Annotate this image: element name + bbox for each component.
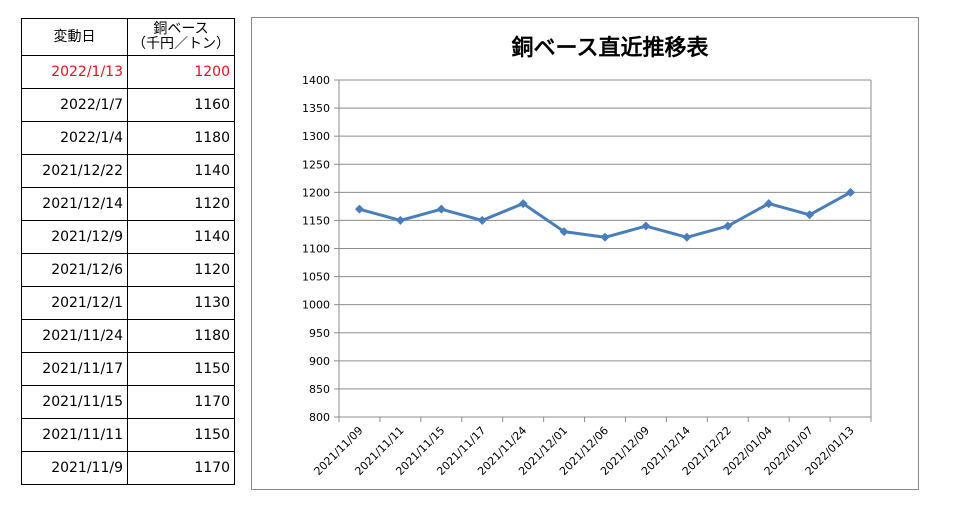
table-row: 2022/1/7 1160 xyxy=(21,88,235,122)
table-row: 2022/1/13 1200 xyxy=(21,55,235,89)
table-row: 2021/12/6 1120 xyxy=(21,253,235,287)
header-price: 銅ベース （千円／トン） xyxy=(127,18,235,56)
series-line xyxy=(359,191,852,239)
table-row: 2021/11/24 1180 xyxy=(21,319,235,353)
row-price: 1120 xyxy=(127,253,235,287)
data-point-marker xyxy=(477,215,487,225)
row-date: 2022/1/13 xyxy=(21,55,128,89)
data-point-marker xyxy=(559,227,569,237)
table-row: 2021/12/14 1120 xyxy=(21,187,235,221)
header-date: 変動日 xyxy=(21,18,128,56)
copper-price-table: 変動日 銅ベース （千円／トン） 2022/1/13 1200 2022/1/7 11… xyxy=(21,18,235,485)
data-point-marker xyxy=(436,204,446,214)
y-tick-label: 1250 xyxy=(302,158,330,171)
y-tick-label: 1350 xyxy=(302,102,330,115)
table-row: 2021/11/15 1170 xyxy=(21,385,235,419)
table-row: 2021/11/17 1150 xyxy=(21,352,235,386)
y-tick-label: 1050 xyxy=(302,271,330,284)
data-point-marker xyxy=(600,232,610,242)
table-header-row: 変動日 銅ベース （千円／トン） xyxy=(21,18,235,56)
y-tick-label: 800 xyxy=(309,411,330,424)
y-tick-label: 950 xyxy=(309,327,330,340)
data-point-marker xyxy=(723,221,733,231)
y-tick-label: 1150 xyxy=(302,214,330,227)
copper-price-line-chart: 銅ベース直近推移表 800 850 900 950 1000 1050 1100 1150 120… xyxy=(302,35,872,478)
data-point-marker xyxy=(682,232,692,242)
row-price: 1200 xyxy=(127,55,235,89)
header-price-line2: （千円／トン） xyxy=(132,36,230,52)
row-price: 1150 xyxy=(127,352,235,386)
row-price: 1170 xyxy=(127,451,235,485)
data-point-marker xyxy=(518,199,528,209)
row-price: 1130 xyxy=(127,286,235,320)
row-price: 1120 xyxy=(127,187,235,221)
table-body: 2022/1/13 1200 2022/1/7 1160 2022/1/4 1180 202… xyxy=(21,55,235,485)
y-tick-label: 1400 xyxy=(302,74,330,87)
y-tick-label: 900 xyxy=(309,355,330,368)
table-row: 2021/11/11 1150 xyxy=(21,418,235,452)
row-price: 1180 xyxy=(127,121,235,155)
row-date: 2021/11/15 xyxy=(21,385,128,419)
row-price: 1140 xyxy=(127,154,235,188)
row-date: 2022/1/7 xyxy=(21,88,128,122)
chart-frame: 銅ベース直近推移表 800 850 900 950 1000 1050 1100 1150 120… xyxy=(251,17,919,490)
row-price: 1140 xyxy=(127,220,235,254)
chart-title: 銅ベース直近推移表 xyxy=(512,35,710,61)
row-date: 2021/12/22 xyxy=(21,154,128,188)
table-row: 2021/12/9 1140 xyxy=(21,220,235,254)
table-row: 2021/12/1 1130 xyxy=(21,286,235,320)
table-row: 2021/11/9 1170 xyxy=(21,451,235,485)
data-point-marker xyxy=(805,210,815,220)
row-date: 2021/12/9 xyxy=(21,220,128,254)
y-tick-label: 1000 xyxy=(302,299,330,312)
y-tick-label: 1300 xyxy=(302,130,330,143)
row-date: 2021/12/6 xyxy=(21,253,128,287)
data-point-marker xyxy=(764,199,774,209)
row-date: 2021/12/1 xyxy=(21,286,128,320)
row-date: 2021/12/14 xyxy=(21,187,128,221)
data-point-marker xyxy=(395,215,405,225)
row-price: 1160 xyxy=(127,88,235,122)
header-price-line1: 銅ベース xyxy=(153,21,209,37)
table-row: 2022/1/4 1180 xyxy=(21,121,235,155)
row-price: 1170 xyxy=(127,385,235,419)
row-date: 2021/11/24 xyxy=(21,319,128,353)
data-point-marker xyxy=(641,221,651,231)
y-tick-label: 1200 xyxy=(302,186,330,199)
data-point-marker xyxy=(354,204,364,214)
y-tick-label: 1100 xyxy=(302,243,330,256)
row-price: 1150 xyxy=(127,418,235,452)
data-point-marker xyxy=(846,187,856,197)
table-row: 2021/12/22 1140 xyxy=(21,154,235,188)
row-date: 2021/11/11 xyxy=(21,418,128,452)
y-tick-label: 850 xyxy=(309,383,330,396)
row-date: 2022/1/4 xyxy=(21,121,128,155)
row-date: 2021/11/17 xyxy=(21,352,128,386)
row-date: 2021/11/9 xyxy=(21,451,128,485)
row-price: 1180 xyxy=(127,319,235,353)
